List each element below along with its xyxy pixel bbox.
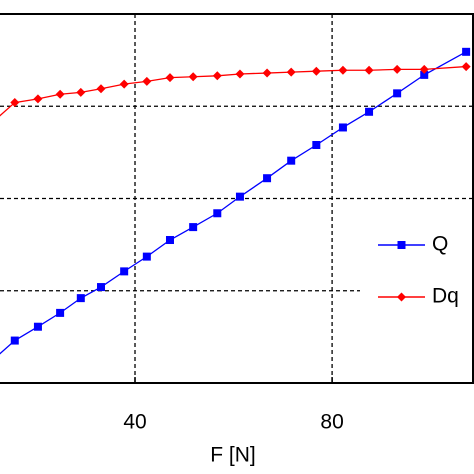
data-point (55, 89, 65, 99)
x-axis-label: F [N] (210, 444, 256, 467)
x-tick-label: 80 (320, 411, 343, 434)
data-point (461, 62, 471, 72)
data-point (419, 64, 429, 74)
legend-marker (397, 292, 406, 302)
data-point (165, 73, 175, 83)
data-point (189, 223, 198, 232)
legend-label: Q (432, 233, 448, 256)
data-point (142, 76, 152, 86)
data-point (287, 156, 296, 165)
data-point (364, 65, 374, 75)
data-point (262, 68, 272, 78)
data-point (420, 70, 429, 79)
data-point (119, 79, 129, 89)
data-point (97, 283, 106, 292)
data-point (338, 123, 347, 132)
data-point (56, 308, 65, 317)
data-point (393, 89, 402, 98)
data-point (263, 174, 272, 183)
plot-area (0, 14, 474, 383)
data-point (165, 236, 174, 245)
data-point (33, 322, 42, 331)
data-point (188, 72, 198, 82)
data-point (120, 267, 129, 276)
legend-background (360, 220, 474, 320)
legend-label: Dq (432, 285, 459, 308)
data-point (235, 192, 244, 201)
data-point (76, 87, 86, 97)
plot-frame (0, 13, 474, 384)
data-point (96, 84, 106, 94)
data-point (312, 140, 321, 149)
x-tick-label: 40 (123, 411, 146, 434)
data-point (311, 66, 321, 76)
data-point (338, 65, 348, 75)
data-point (235, 69, 245, 79)
legend-marker (397, 241, 406, 249)
data-point (10, 98, 20, 108)
data-point (10, 336, 19, 345)
data-point (33, 94, 43, 104)
data-point (76, 294, 85, 303)
data-point (365, 107, 374, 116)
data-point (212, 71, 222, 81)
data-point (392, 64, 402, 74)
data-point (462, 47, 471, 56)
data-point (142, 252, 151, 261)
data-point (286, 67, 296, 77)
data-point (213, 209, 222, 218)
